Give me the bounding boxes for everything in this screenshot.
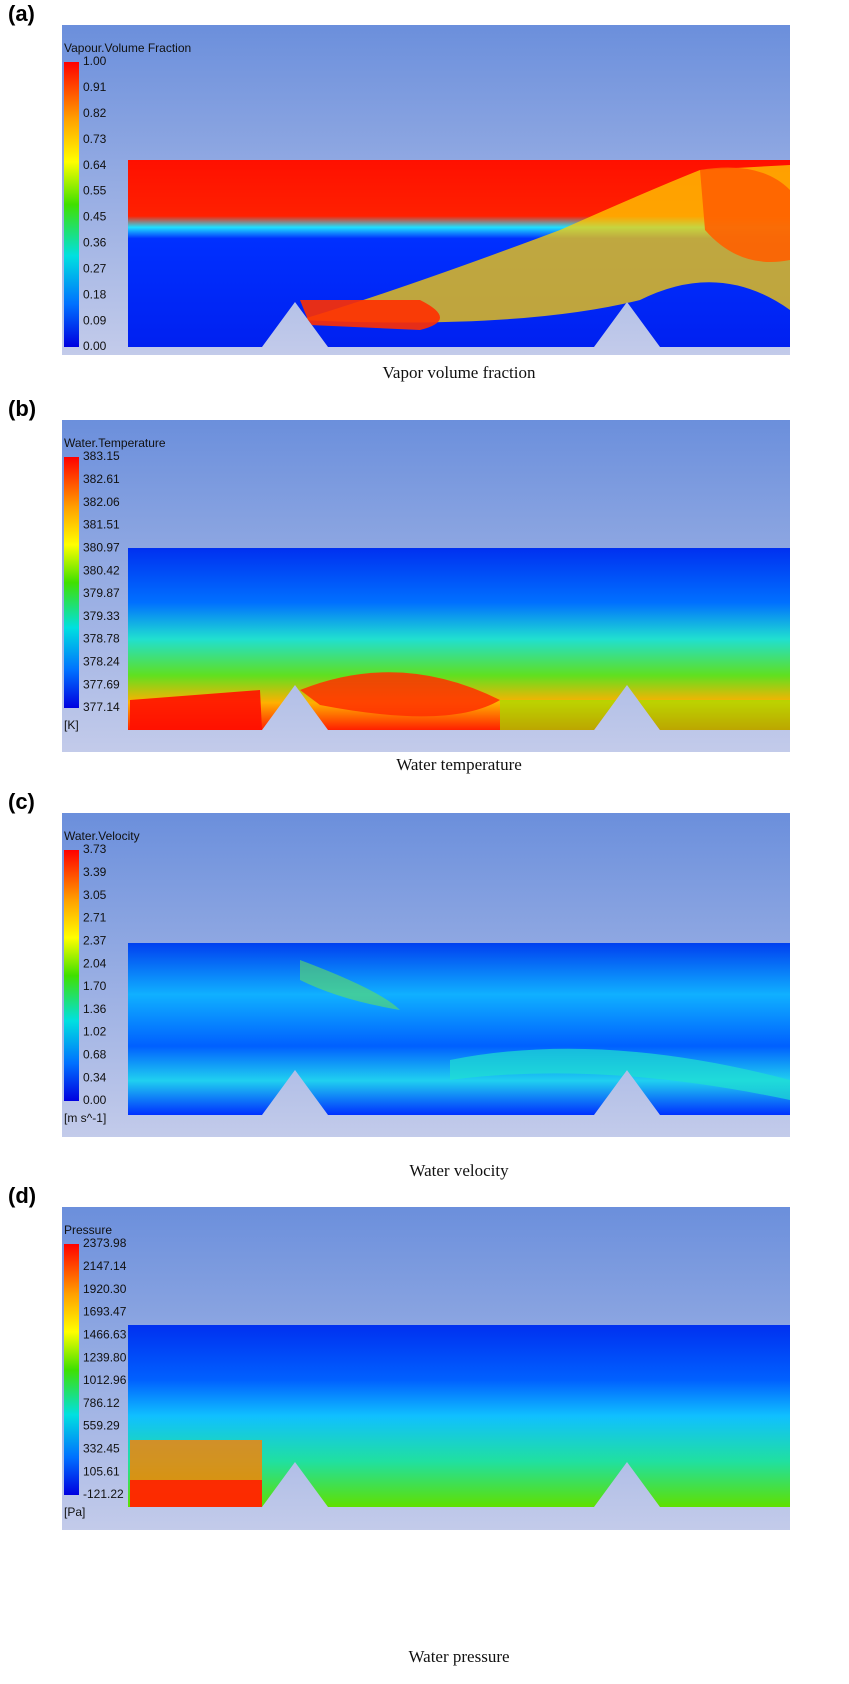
caption: Water pressure xyxy=(408,1647,509,1666)
legend-tick-label: 0.91 xyxy=(83,80,107,94)
fluid-domain xyxy=(128,1325,790,1507)
legend-tick-label: 1012.96 xyxy=(83,1373,127,1387)
legend-tick-label: 2.37 xyxy=(83,933,107,947)
legend-tick-label: 1693.47 xyxy=(83,1305,127,1319)
panel-label: (c) xyxy=(8,789,35,814)
legend-tick-label: 0.55 xyxy=(83,184,107,198)
legend-unit: [Pa] xyxy=(64,1505,85,1519)
legend-tick-label: 1466.63 xyxy=(83,1327,127,1341)
legend-unit: [K] xyxy=(64,718,79,732)
legend-tick-label: 1.70 xyxy=(83,979,107,993)
legend-tick-label: 1.00 xyxy=(83,54,107,68)
contour-feature xyxy=(130,1480,262,1507)
legend-tick-label: 2.04 xyxy=(83,956,107,970)
legend-tick-label: 0.09 xyxy=(83,313,107,327)
colorbar xyxy=(64,62,79,347)
legend-title: Vapour.Volume Fraction xyxy=(64,41,191,55)
legend-tick-label: 382.61 xyxy=(83,472,120,486)
legend-tick-label: 1920.30 xyxy=(83,1282,127,1296)
panel-label: (b) xyxy=(8,396,36,421)
legend-tick-label: 377.14 xyxy=(83,700,120,714)
caption: Vapor volume fraction xyxy=(383,363,536,382)
legend-tick-label: 382.06 xyxy=(83,495,120,509)
legend-tick-label: 3.39 xyxy=(83,865,107,879)
legend-tick-label: -121.22 xyxy=(83,1487,124,1501)
legend-tick-label: 1.02 xyxy=(83,1025,107,1039)
legend-title: Water.Velocity xyxy=(64,829,140,843)
contour-feature xyxy=(130,690,262,730)
legend-tick-label: 0.36 xyxy=(83,236,107,250)
contour-feature xyxy=(300,300,440,330)
legend-tick-label: 0.68 xyxy=(83,1048,107,1062)
contour-features xyxy=(300,960,790,1100)
legend-tick-label: 1239.80 xyxy=(83,1350,127,1364)
legend-tick-label: 377.69 xyxy=(83,677,120,691)
contour-feature xyxy=(300,672,500,717)
legend-tick-label: 0.34 xyxy=(83,1070,107,1084)
legend-tick-label: 381.51 xyxy=(83,518,120,532)
caption: Water velocity xyxy=(409,1161,509,1180)
legend-tick-label: 0.27 xyxy=(83,261,107,275)
contour-feature xyxy=(300,960,400,1010)
contour-feature xyxy=(700,167,790,262)
legend-title: Pressure xyxy=(64,1223,112,1237)
legend-tick-label: 379.33 xyxy=(83,609,120,623)
legend-tick-label: 378.78 xyxy=(83,632,120,646)
legend-tick-label: 0.45 xyxy=(83,210,107,224)
colorbar xyxy=(64,457,79,708)
contour-feature xyxy=(450,1048,790,1100)
legend-tick-label: 1.36 xyxy=(83,1002,107,1016)
legend-tick-label: 383.15 xyxy=(83,449,120,463)
legend-tick-label: 0.00 xyxy=(83,339,107,353)
legend-tick-label: 2147.14 xyxy=(83,1259,127,1273)
legend-tick-label: 3.05 xyxy=(83,888,107,902)
legend-tick-label: 0.64 xyxy=(83,158,107,172)
legend-tick-label: 0.00 xyxy=(83,1093,107,1107)
legend-tick-label: 378.24 xyxy=(83,655,120,669)
contour-features xyxy=(300,165,790,330)
legend-tick-label: 0.82 xyxy=(83,106,107,120)
legend-tick-label: 380.97 xyxy=(83,540,120,554)
fluid-domain xyxy=(128,548,790,730)
legend-tick-label: 379.87 xyxy=(83,586,120,600)
legend-tick-label: 2373.98 xyxy=(83,1236,127,1250)
legend-tick-label: 786.12 xyxy=(83,1396,120,1410)
legend-title: Water.Temperature xyxy=(64,436,166,450)
legend-tick-label: 0.73 xyxy=(83,132,107,146)
legend-tick-label: 0.18 xyxy=(83,287,107,301)
legend-tick-label: 2.71 xyxy=(83,911,107,925)
legend-tick-label: 559.29 xyxy=(83,1419,120,1433)
legend-tick-label: 3.73 xyxy=(83,842,107,856)
contour-feature xyxy=(300,165,790,323)
panel-label: (a) xyxy=(8,1,35,26)
legend-tick-label: 380.42 xyxy=(83,563,120,577)
caption: Water temperature xyxy=(396,755,522,774)
colorbar xyxy=(64,850,79,1101)
contour-features xyxy=(130,1440,262,1507)
legend-tick-label: 105.61 xyxy=(83,1464,120,1478)
panel-label: (d) xyxy=(8,1183,36,1208)
legend-unit: [m s^-1] xyxy=(64,1111,106,1125)
fluid-domain xyxy=(128,943,790,1115)
colorbar xyxy=(64,1244,79,1495)
legend-tick-label: 332.45 xyxy=(83,1442,120,1456)
